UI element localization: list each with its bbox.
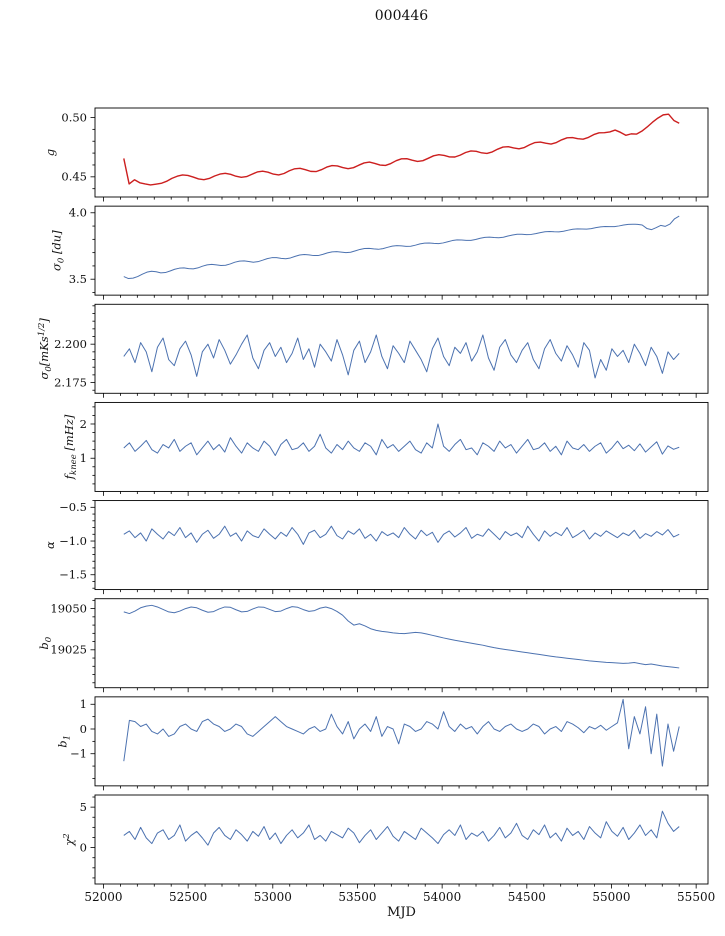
x-tick-label: 55000 bbox=[592, 890, 630, 904]
y-axis-title-sigma0-du: σ0 [du] bbox=[49, 230, 66, 271]
y-tick-label: 3.5 bbox=[69, 272, 87, 286]
x-tick-label: 54500 bbox=[508, 890, 546, 904]
y-tick-label: 2.175 bbox=[54, 375, 87, 389]
subplot-b1: −1 0 1 b1 bbox=[56, 696, 709, 791]
panel-border bbox=[94, 696, 709, 787]
y-axis-title-b0: b0 bbox=[37, 636, 54, 649]
series-b0 bbox=[123, 604, 680, 669]
panel-border bbox=[94, 303, 709, 394]
subplot-alpha: −1.5 −1.0 −0.5 α bbox=[43, 500, 709, 595]
panel-border bbox=[94, 107, 709, 198]
y-axis-ticks: 19025 19050 bbox=[50, 599, 95, 684]
series-sigma0-du bbox=[123, 215, 680, 280]
y-tick-label: 2.200 bbox=[54, 337, 87, 351]
x-axis-ticks bbox=[103, 491, 697, 496]
panel-border bbox=[94, 401, 709, 492]
panel-border bbox=[94, 500, 709, 591]
y-tick-label: 0.45 bbox=[61, 170, 87, 184]
y-tick-label: −0.5 bbox=[59, 500, 87, 514]
x-tick-label: 55500 bbox=[677, 890, 715, 904]
series-chi2 bbox=[123, 810, 680, 846]
y-axis-title-fknee: fknee [mHz] bbox=[62, 414, 79, 480]
y-axis-title-g: g bbox=[43, 149, 57, 156]
y-tick-label: 19050 bbox=[50, 602, 87, 616]
y-tick-label: 0 bbox=[80, 840, 87, 854]
y-tick-label: 5 bbox=[80, 800, 87, 814]
x-tick-label: 53000 bbox=[254, 890, 292, 904]
x-tick-labels: 52000 52500 53000 53500 54000 54500 55000 55500 bbox=[84, 890, 715, 904]
y-tick-label: 19025 bbox=[50, 643, 87, 657]
y-axis-ticks: −1 0 1 bbox=[70, 697, 95, 779]
subplot-b0: 19025 19050 b0 bbox=[37, 598, 709, 693]
x-tick-label: 52500 bbox=[169, 890, 207, 904]
x-tick-label: 54000 bbox=[423, 890, 461, 904]
x-axis-label: MJD bbox=[387, 905, 416, 920]
x-axis-ticks bbox=[103, 884, 697, 889]
x-tick-label: 53500 bbox=[338, 890, 376, 904]
y-tick-label: 0.50 bbox=[61, 110, 87, 124]
panel-border bbox=[94, 794, 709, 885]
y-axis-ticks: 3.5 4.0 bbox=[69, 206, 95, 293]
y-tick-label: 2 bbox=[80, 417, 87, 431]
series-fknee bbox=[123, 423, 680, 456]
panel-border bbox=[94, 598, 709, 689]
x-axis-ticks bbox=[103, 295, 697, 300]
series-alpha bbox=[123, 525, 680, 545]
y-tick-label: −1 bbox=[70, 747, 87, 761]
x-axis-ticks bbox=[103, 785, 697, 791]
figure-title: 000446 bbox=[374, 8, 429, 24]
x-axis-ticks bbox=[103, 589, 697, 595]
series-sigma0-mks bbox=[123, 334, 680, 379]
y-tick-label: 1 bbox=[80, 451, 87, 465]
subplot-g: 0.45 0.50 g bbox=[43, 107, 709, 202]
series-b1 bbox=[123, 698, 680, 767]
y-axis-title-alpha: α bbox=[43, 541, 57, 549]
y-axis-ticks: 12 bbox=[80, 406, 95, 485]
y-axis-ticks: −1.5 −1.0 −0.5 bbox=[59, 500, 95, 589]
y-tick-label: 4.0 bbox=[69, 206, 87, 220]
x-axis-ticks bbox=[103, 197, 697, 202]
x-axis-ticks bbox=[103, 393, 697, 398]
y-axis-title-sigma0-mks: σ0[mKs1/2] bbox=[37, 318, 54, 380]
y-axis-title-b1: b1 bbox=[56, 735, 73, 748]
subplot-sigma0-du: 3.5 4.0σ0 [du] bbox=[49, 205, 709, 300]
y-tick-label: −1.0 bbox=[59, 534, 87, 548]
x-tick-label: 52000 bbox=[84, 890, 122, 904]
x-axis-ticks bbox=[103, 687, 697, 693]
panel-border bbox=[94, 205, 709, 296]
y-axis-ticks: 05 bbox=[80, 796, 95, 879]
y-tick-label: −1.5 bbox=[59, 568, 87, 582]
y-axis-ticks: 2.175 2.200 bbox=[54, 305, 95, 391]
y-axis-ticks: 0.45 0.50 bbox=[61, 110, 95, 190]
y-tick-label: 0 bbox=[80, 722, 87, 736]
y-tick-label: 1 bbox=[80, 697, 87, 711]
y-axis-title-chi2: χ2 bbox=[62, 833, 76, 846]
series-g bbox=[123, 113, 680, 186]
